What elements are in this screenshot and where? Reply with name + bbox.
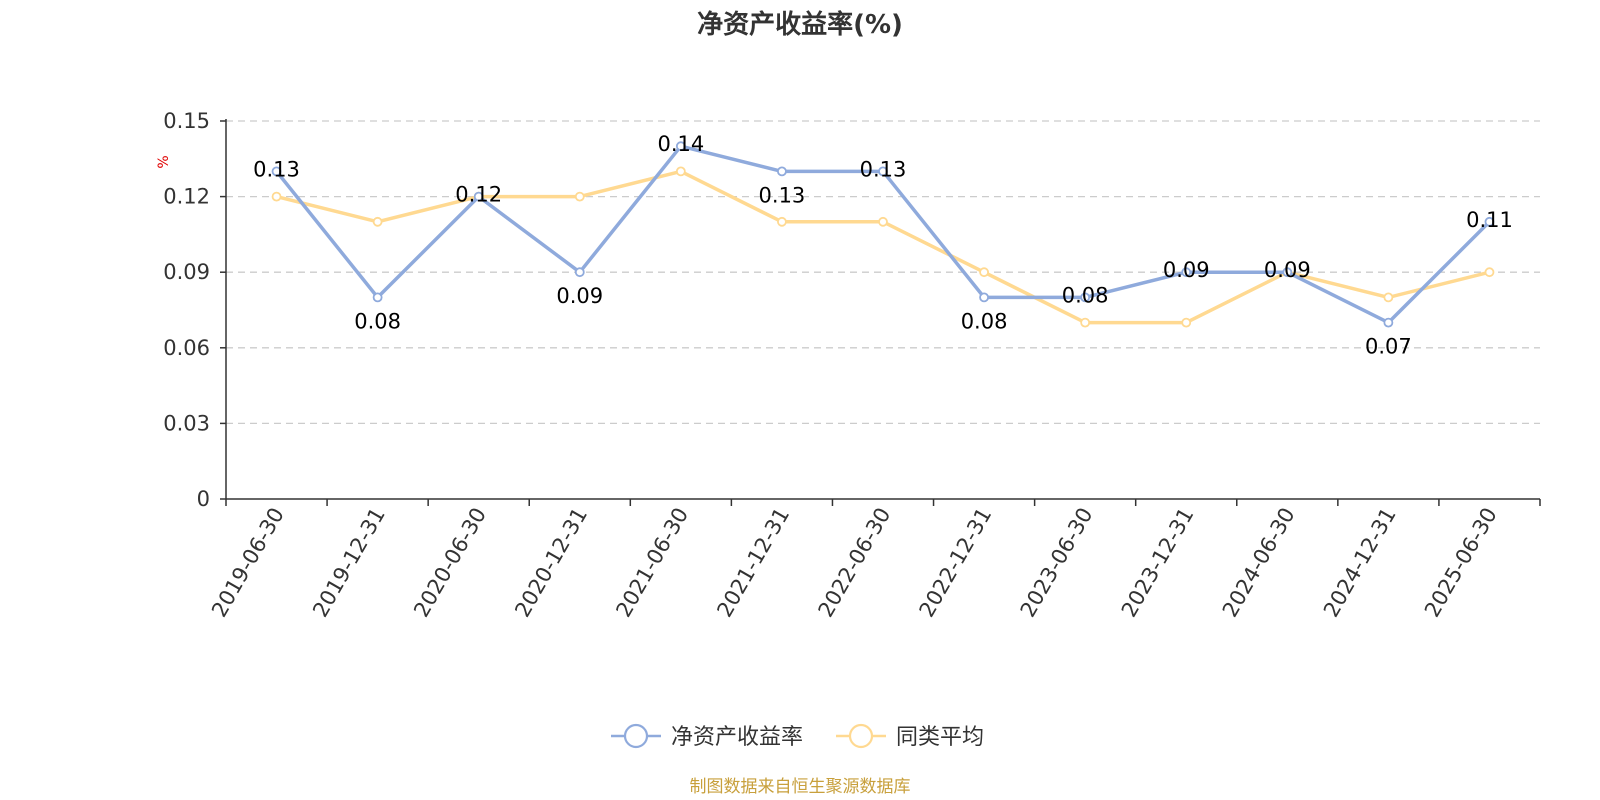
data-point[interactable] <box>372 216 383 227</box>
data-label: 0.07 <box>1365 335 1412 359</box>
data-label: 0.08 <box>961 309 1008 333</box>
data-label: 0.09 <box>556 284 603 308</box>
y-axis-ticks: 0 0.03 0.06 0.09 0.12 0.15 <box>163 109 226 511</box>
y-axis-unit-label: % <box>156 155 172 168</box>
data-point[interactable] <box>574 267 585 278</box>
data-point[interactable] <box>574 191 585 202</box>
data-point[interactable] <box>979 267 989 278</box>
data-source-note: 制图数据来自恒生聚源数据库 <box>690 777 911 797</box>
legend-item-peer-average[interactable]: 同类平均 <box>836 723 984 750</box>
x-tick-label: 2019-06-30 <box>207 504 289 622</box>
data-point[interactable] <box>1080 317 1091 328</box>
data-label: 0.09 <box>1264 258 1311 282</box>
chart-title: 净资产收益率(%) <box>697 9 903 40</box>
x-tick-label: 2021-12-31 <box>712 504 794 622</box>
legend-label: 净资产收益率 <box>671 725 803 750</box>
data-label: 0.11 <box>1466 208 1513 232</box>
data-point[interactable] <box>1181 267 1192 278</box>
x-tick-label: 2022-06-30 <box>814 504 896 622</box>
data-point[interactable] <box>878 166 888 177</box>
data-point[interactable] <box>1484 216 1495 227</box>
x-tick-label: 2022-12-31 <box>915 504 997 622</box>
data-point[interactable] <box>1383 292 1394 303</box>
data-point[interactable] <box>777 216 787 227</box>
x-tick-label: 2024-12-31 <box>1319 504 1401 622</box>
data-label: 0.08 <box>354 309 401 333</box>
y-tick-label: 0.09 <box>163 260 210 284</box>
data-point[interactable] <box>1484 267 1495 278</box>
data-point[interactable] <box>271 166 282 177</box>
data-label: 0.08 <box>1062 283 1109 307</box>
legend-marker <box>623 723 649 749</box>
data-label: 0.13 <box>860 157 907 181</box>
legend-item-roe[interactable]: 净资产收益率 <box>611 723 803 750</box>
data-point[interactable] <box>271 191 282 202</box>
data-point[interactable] <box>979 292 989 303</box>
data-point[interactable] <box>1383 317 1394 328</box>
data-point[interactable] <box>878 216 888 227</box>
legend-label: 同类平均 <box>896 725 984 750</box>
data-point[interactable] <box>1181 317 1192 328</box>
y-tick-label: 0 <box>197 487 210 511</box>
legend-marker <box>848 723 874 749</box>
y-tick-label: 0.12 <box>163 185 210 209</box>
y-tick-label: 0.15 <box>163 109 210 133</box>
x-axis-ticks: 2019-06-30 2019-12-31 2020-06-30 2020-12-31… <box>207 499 1541 622</box>
legend[interactable]: 净资产收益率 同类平均 <box>611 723 984 750</box>
data-point[interactable] <box>777 166 787 177</box>
grid-lines <box>226 120 1540 425</box>
data-label: 0.13 <box>759 183 806 207</box>
x-tick-label: 2023-12-31 <box>1117 504 1199 622</box>
x-tick-label: 2025-06-30 <box>1420 504 1502 622</box>
axes <box>225 119 1540 500</box>
x-tick-label: 2020-06-30 <box>409 504 491 622</box>
series-lines <box>271 141 1495 328</box>
y-tick-label: 0.06 <box>163 336 210 360</box>
data-point[interactable] <box>372 292 383 303</box>
x-tick-label: 2021-06-30 <box>611 504 693 622</box>
y-tick-label: 0.03 <box>163 411 210 435</box>
data-point[interactable] <box>1080 292 1091 303</box>
data-label: 0.09 <box>1163 258 1210 282</box>
x-tick-label: 2019-12-31 <box>308 504 390 622</box>
x-tick-label: 2020-12-31 <box>510 504 592 622</box>
data-label: 0.14 <box>657 132 704 156</box>
data-point[interactable] <box>675 141 686 152</box>
data-point[interactable] <box>675 166 686 177</box>
data-point[interactable] <box>473 191 484 202</box>
x-tick-label: 2023-06-30 <box>1016 504 1098 622</box>
data-label: 0.12 <box>455 183 502 207</box>
x-tick-label: 2024-06-30 <box>1218 504 1300 622</box>
data-label: 0.13 <box>253 157 300 181</box>
data-point[interactable] <box>1282 267 1293 278</box>
data-labels: 0.13 0.08 0.12 0.09 0.14 0.13 0.13 0.08 0.08 0.09… <box>253 132 1513 358</box>
